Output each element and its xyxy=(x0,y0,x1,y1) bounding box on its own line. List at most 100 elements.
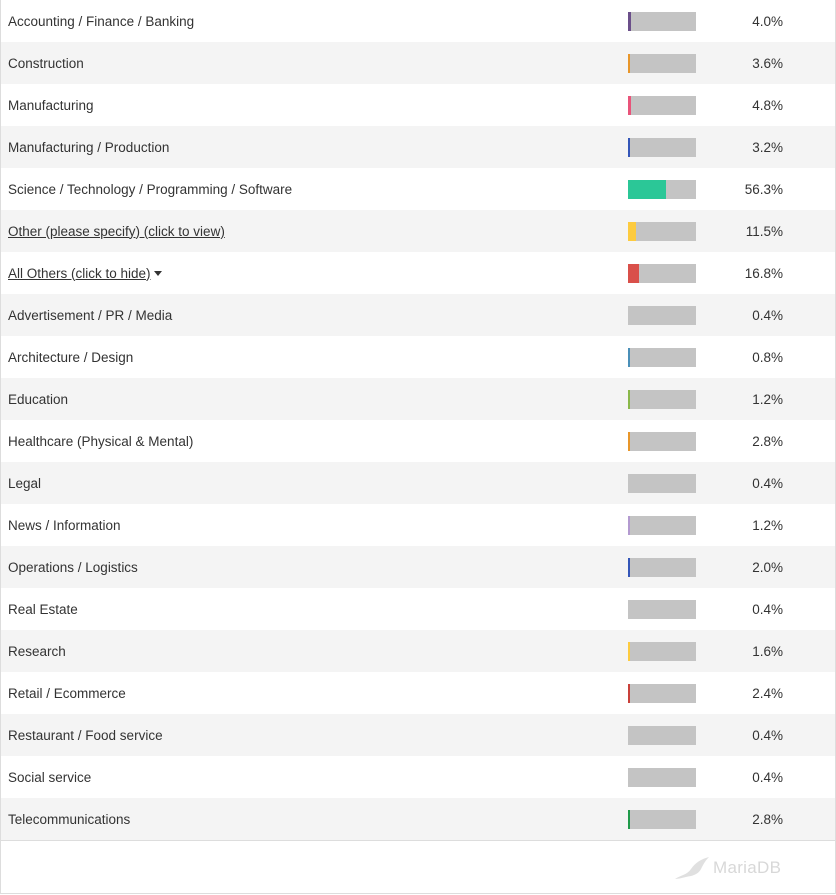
table-row: Operations / Logistics 2.0% xyxy=(1,546,835,588)
progress-fill xyxy=(628,54,631,73)
rows-container: Accounting / Finance / Banking 4.0% Constr… xyxy=(1,0,835,840)
progress-bar xyxy=(628,432,696,451)
row-label-text: Research xyxy=(8,643,66,659)
progress-bar xyxy=(628,264,696,283)
row-label-text: Manufacturing xyxy=(8,97,94,113)
percentage: 1.6% xyxy=(752,643,783,659)
row-label-text: Operations / Logistics xyxy=(8,559,138,575)
table-row: Legal 0.4% xyxy=(1,462,835,504)
table-row: Social service 0.4% xyxy=(1,756,835,798)
table-row: Retail / Ecommerce 2.4% xyxy=(1,672,835,714)
row-link[interactable]: All Others (click to hide) xyxy=(8,266,162,281)
percentage: 4.0% xyxy=(752,13,783,29)
progress-bar xyxy=(628,726,696,745)
table-row: Restaurant / Food service 0.4% xyxy=(1,714,835,756)
progress-bar xyxy=(628,684,696,703)
table-row: Telecommunications 2.8% xyxy=(1,798,835,840)
progress-bar xyxy=(628,516,696,535)
progress-fill xyxy=(628,390,630,409)
row-label: Manufacturing xyxy=(8,98,94,113)
table-row: Science / Technology / Programming / Sof… xyxy=(1,168,835,210)
table-row: Construction 3.6% xyxy=(1,42,835,84)
progress-bar xyxy=(628,348,696,367)
progress-fill xyxy=(628,600,630,619)
progress-fill xyxy=(628,474,630,493)
row-label: Accounting / Finance / Banking xyxy=(8,14,194,29)
row-label-text: Healthcare (Physical & Mental) xyxy=(8,433,194,449)
progress-bar xyxy=(628,54,696,73)
percentage: 2.8% xyxy=(752,433,783,449)
row-label-text: Other (please specify) (click to view) xyxy=(8,223,225,239)
row-label-text: Manufacturing / Production xyxy=(8,139,170,155)
row-label-text: Real Estate xyxy=(8,601,78,617)
percentage: 0.4% xyxy=(752,307,783,323)
progress-bar xyxy=(628,138,696,157)
progress-bar xyxy=(628,558,696,577)
progress-fill xyxy=(628,810,630,829)
row-label-text: Social service xyxy=(8,769,92,785)
row-label: Education xyxy=(8,392,68,407)
table-row: Accounting / Finance / Banking 4.0% xyxy=(1,0,835,42)
progress-bar xyxy=(628,180,696,199)
row-label: Real Estate xyxy=(8,602,78,617)
progress-fill xyxy=(628,432,630,451)
row-label-text: Accounting / Finance / Banking xyxy=(8,13,195,29)
table-row: Research 1.6% xyxy=(1,630,835,672)
logo-text: MariaDB xyxy=(713,858,782,877)
row-label: Restaurant / Food service xyxy=(8,728,163,743)
row-label: Manufacturing / Production xyxy=(8,140,169,155)
row-label-text: News / Information xyxy=(8,517,121,533)
row-label: Legal xyxy=(8,476,41,491)
progress-fill xyxy=(628,768,630,787)
row-link[interactable]: Other (please specify) (click to view) xyxy=(8,224,225,239)
table-row: Healthcare (Physical & Mental) 2.8% xyxy=(1,420,835,462)
table-row: Real Estate 0.4% xyxy=(1,588,835,630)
row-label-text: All Others (click to hide) xyxy=(8,265,151,281)
row-label-text: Retail / Ecommerce xyxy=(8,685,126,701)
table-row: Advertisement / PR / Media 0.4% xyxy=(1,294,835,336)
row-label: Architecture / Design xyxy=(8,350,133,365)
percentage: 56.3% xyxy=(744,181,783,197)
progress-fill xyxy=(628,348,630,367)
row-label: Research xyxy=(8,644,66,659)
percentage: 1.2% xyxy=(752,391,783,407)
percentage: 2.0% xyxy=(752,559,783,575)
percentage: 0.4% xyxy=(752,601,783,617)
progress-bar xyxy=(628,390,696,409)
table-row: Architecture / Design 0.8% xyxy=(1,336,835,378)
caret-down-icon[interactable] xyxy=(153,270,162,276)
progress-bar xyxy=(628,96,696,115)
progress-fill xyxy=(628,264,640,283)
progress-bar xyxy=(628,306,696,325)
progress-fill xyxy=(628,222,636,241)
progress-bar xyxy=(628,768,696,787)
percentage: 0.4% xyxy=(752,769,783,785)
percentage: 2.8% xyxy=(752,811,783,827)
percentage: 3.2% xyxy=(752,139,783,155)
row-label: Social service xyxy=(8,770,91,785)
table-row: News / Information 1.2% xyxy=(1,504,835,546)
progress-bar xyxy=(628,600,696,619)
percentage: 11.5% xyxy=(745,223,783,239)
row-label: Advertisement / PR / Media xyxy=(8,308,172,323)
row-label: Construction xyxy=(8,56,84,71)
table-row[interactable]: All Others (click to hide) 16.8% xyxy=(1,252,835,294)
table-row: Education 1.2% xyxy=(1,378,835,420)
progress-fill xyxy=(628,96,632,115)
percentage: 1.2% xyxy=(752,517,783,533)
row-label-text: Architecture / Design xyxy=(8,349,134,365)
percentage: 0.4% xyxy=(752,475,783,491)
row-label-text: Science / Technology / Programming / Sof… xyxy=(8,181,293,197)
progress-fill xyxy=(628,516,630,535)
row-label: Science / Technology / Programming / Sof… xyxy=(8,182,292,197)
row-label-text: Education xyxy=(8,391,69,407)
row-label: Telecommunications xyxy=(8,812,130,827)
footer: MariaDB xyxy=(1,840,835,894)
progress-fill xyxy=(628,306,630,325)
progress-bar xyxy=(628,810,696,829)
row-label-text: Legal xyxy=(8,475,42,491)
row-label-text: Advertisement / PR / Media xyxy=(8,307,173,323)
table-row[interactable]: Other (please specify) (click to view) 11… xyxy=(1,210,835,252)
percentage: 16.8% xyxy=(744,265,783,281)
